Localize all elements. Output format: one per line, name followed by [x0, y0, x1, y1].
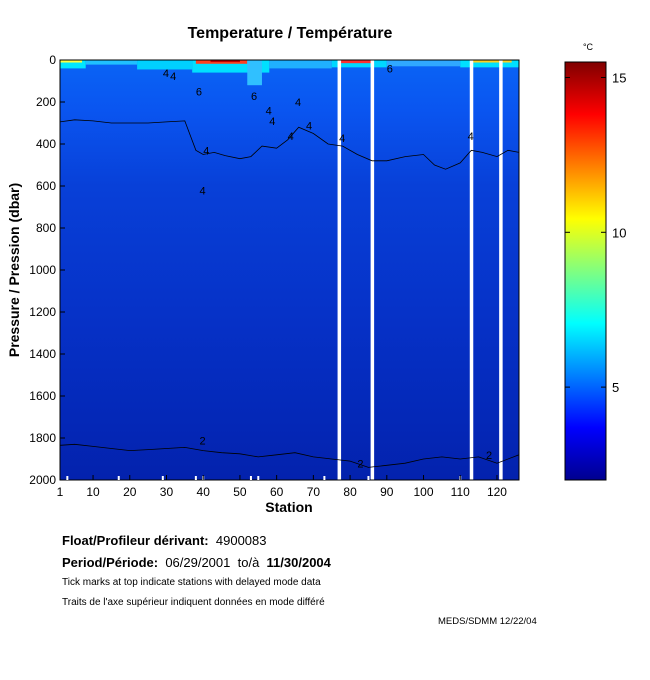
isotherm-2c-line [60, 443, 519, 468]
credit-line: MEDS/SDMM 12/22/04 [438, 616, 537, 627]
data-gap-column [370, 60, 375, 480]
x-tick-label: 60 [270, 485, 284, 499]
x-tick-label: 120 [487, 485, 507, 499]
x-tick-label: 20 [123, 485, 137, 499]
colorbar-tick-label: 5 [612, 380, 619, 395]
x-axis-label: Station [265, 499, 312, 515]
x-tick-label: 30 [160, 485, 174, 499]
data-gap-column [469, 60, 474, 480]
x-tick-label: 90 [380, 485, 394, 499]
float-id: 4900083 [215, 533, 267, 548]
period-end: 11/30/2004 [266, 555, 331, 570]
period-sep: to/à [237, 555, 260, 570]
data-gap-column [499, 60, 503, 480]
surface-patch [60, 60, 86, 69]
contour-label: 4 [203, 146, 209, 158]
y-tick-label: 0 [49, 53, 56, 67]
surface-patch [471, 60, 512, 63]
surface-patch [85, 60, 138, 65]
surface-patch [247, 60, 262, 86]
x-axis: 1 10 20 30 40 50 60 70 80 90 100 110 120 [57, 475, 507, 499]
surface-patch [137, 60, 193, 70]
surface-patch [269, 60, 332, 69]
contour-label: 4 [163, 68, 169, 80]
y-tick-label: 1000 [29, 263, 56, 277]
y-tick-label: 800 [36, 221, 56, 235]
contour-label: 4 [339, 133, 345, 145]
contour-label: 2 [200, 435, 206, 447]
data-gap-columns [337, 60, 503, 480]
contour-label: 6 [387, 64, 393, 76]
note-english: Tick marks at top indicate stations with… [62, 577, 321, 588]
period-start: 06/29/2001 [165, 555, 231, 570]
x-tick-label: 70 [307, 485, 321, 499]
contour-label: 4 [288, 131, 294, 143]
y-tick-label: 1600 [29, 389, 56, 403]
x-tick-label: 1 [57, 485, 64, 499]
y-tick-label: 1800 [29, 431, 56, 445]
note-french: Traits de l'axe supérieur indiquent donn… [62, 597, 325, 608]
colorbar-tick-label: 10 [612, 225, 626, 240]
contour-label: 6 [196, 87, 202, 99]
float-id-line: Float/Profileur dérivant: 4900083 [62, 533, 267, 548]
y-tick-label: 400 [36, 137, 56, 151]
x-tick-label: 50 [233, 485, 247, 499]
y-axis-label: Pressure / Pression (dbar) [6, 183, 22, 357]
x-tick-label: 100 [414, 485, 434, 499]
x-tick-label: 80 [343, 485, 357, 499]
contour-label: 4 [266, 106, 272, 118]
x-tick-label: 110 [451, 485, 470, 499]
temperature-field [60, 60, 519, 480]
surface-patch [339, 60, 373, 64]
period-label: Period/Période: [62, 555, 159, 570]
contour-label: 4 [200, 185, 206, 197]
y-tick-label: 2000 [29, 473, 56, 487]
x-tick-label: 10 [86, 485, 100, 499]
colorbar-gradient [564, 61, 607, 481]
y-axis: 0 200 400 600 800 1000 1200 1400 1600 1800 2000 [29, 53, 65, 487]
float-label: Float/Profileur dérivant: [62, 533, 209, 548]
surface-patch [331, 60, 387, 68]
y-tick-label: 600 [36, 179, 56, 193]
contour-label: 2 [486, 450, 492, 462]
isotherm-4c-line [60, 119, 519, 170]
surface-patch [60, 60, 83, 63]
contour-label: 6 [251, 91, 257, 103]
contour-label: 4 [306, 120, 312, 132]
y-tick-label: 1400 [29, 347, 56, 361]
y-tick-label: 200 [36, 95, 56, 109]
warm-surface-layer [60, 60, 519, 86]
surface-patch [386, 60, 461, 67]
contour-label: 4 [170, 71, 176, 83]
colorbar-tick-label: 15 [612, 70, 626, 85]
contour-label: 2 [357, 458, 363, 470]
colorbar: °C 5 10 15 [564, 42, 626, 481]
period-line: Period/Période: 06/29/2001 to/à 11/30/20… [62, 555, 331, 570]
chart-title: Temperature / Température [188, 25, 393, 42]
contour-label: 4 [295, 97, 301, 109]
x-tick-label: 40 [197, 485, 211, 499]
colorbar-unit: °C [583, 42, 594, 52]
surface-patch [460, 60, 519, 68]
data-gap-column [337, 60, 342, 480]
contour-label: 4 [269, 116, 275, 128]
surface-patch [210, 60, 240, 63]
y-tick-label: 1200 [29, 305, 56, 319]
contour-label: 4 [468, 131, 474, 143]
